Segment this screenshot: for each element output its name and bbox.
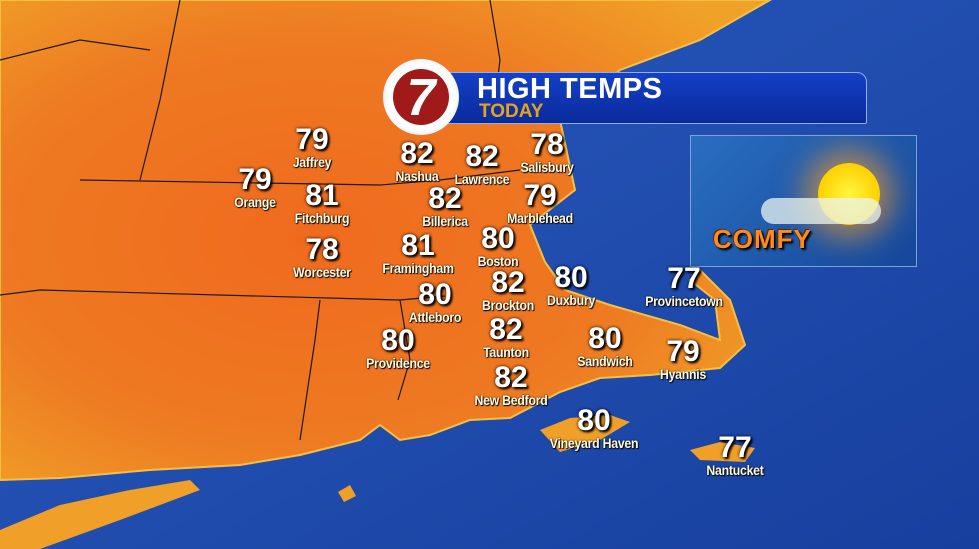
city-name: Attleboro xyxy=(408,309,462,325)
city-name: Billerica xyxy=(422,213,468,229)
city-temp: 80 xyxy=(418,278,452,311)
city-name: Providence xyxy=(366,355,430,371)
city-marker: 82 Lawrence xyxy=(451,140,513,188)
city-temp: 82 xyxy=(400,137,434,170)
city-marker: 82 Brockton xyxy=(478,266,537,314)
city-name: Jaffrey xyxy=(292,154,332,170)
long-island xyxy=(0,480,200,549)
city-marker: 80 Attleboro xyxy=(405,278,465,326)
city-marker: 80 Boston xyxy=(475,222,521,270)
city-temp: 82 xyxy=(489,313,523,346)
state-borders xyxy=(0,0,521,441)
city-name: Taunton xyxy=(483,344,529,360)
title-banner: HIGH TEMPS TODAY xyxy=(430,72,867,124)
city-name: New Bedford xyxy=(474,392,548,408)
city-name: Marblehead xyxy=(507,210,573,226)
city-name: Boston xyxy=(477,253,519,269)
city-name: Duxbury xyxy=(546,292,596,308)
channel-7-logo: 7 xyxy=(383,59,459,135)
city-temp: 82 xyxy=(491,266,525,299)
city-temp: 78 xyxy=(305,233,339,266)
city-marker: 82 New Bedford xyxy=(469,361,552,409)
city-name: Nantucket xyxy=(706,462,764,478)
marthas-vineyard xyxy=(540,415,630,452)
cloud-icon xyxy=(761,198,881,224)
city-marker: 80 Providence xyxy=(362,324,434,372)
city-marker: 77 Provincetown xyxy=(640,262,728,310)
city-marker: 81 Framingham xyxy=(377,229,458,277)
banner-subtitle: TODAY xyxy=(479,101,544,122)
city-name: Orange xyxy=(234,194,276,210)
city-name: Worcester xyxy=(293,264,351,280)
city-temp: 80 xyxy=(588,322,622,355)
city-temp: 82 xyxy=(465,140,499,173)
condition-label: COMFY xyxy=(713,224,812,254)
city-temp: 80 xyxy=(577,404,611,437)
block-island xyxy=(338,485,356,502)
city-temp: 79 xyxy=(523,179,557,212)
city-marker: 82 Nashua xyxy=(393,137,442,185)
condition-panel: COMFY xyxy=(690,135,917,267)
city-marker: 79 Orange xyxy=(231,163,278,211)
city-temp: 80 xyxy=(481,222,515,255)
city-marker: 80 Duxbury xyxy=(544,261,599,309)
city-name: Provincetown xyxy=(645,293,723,309)
city-name: Vineyard Haven xyxy=(549,435,639,451)
mainland xyxy=(0,0,773,482)
city-marker: 79 Hyannis xyxy=(657,335,709,383)
city-name: Salisbury xyxy=(520,159,574,175)
city-marker: 82 Taunton xyxy=(480,313,532,361)
city-name: Sandwich xyxy=(577,353,633,369)
nantucket xyxy=(690,442,755,462)
city-marker: 81 Fitchburg xyxy=(291,179,353,227)
city-temp: 78 xyxy=(530,128,564,161)
city-marker: 79 Jaffrey xyxy=(290,123,334,171)
city-marker: 78 Salisbury xyxy=(517,128,577,176)
city-marker: 82 Billerica xyxy=(419,182,471,230)
city-name: Hyannis xyxy=(659,366,707,382)
city-temp: 79 xyxy=(666,335,700,368)
city-marker: 77 Nantucket xyxy=(703,431,768,479)
city-temp: 82 xyxy=(494,361,528,394)
city-temp: 81 xyxy=(305,179,339,212)
city-name: Brockton xyxy=(482,297,534,313)
city-temp: 80 xyxy=(381,324,415,357)
city-name: Lawrence xyxy=(454,171,510,187)
city-marker: 78 Worcester xyxy=(289,233,355,281)
city-temp: 79 xyxy=(238,163,272,196)
city-temp: 79 xyxy=(295,123,329,156)
city-temp: 82 xyxy=(428,182,462,215)
city-name: Nashua xyxy=(395,168,439,184)
city-marker: 79 Marblehead xyxy=(503,179,578,227)
city-marker: 80 Vineyard Haven xyxy=(544,404,645,452)
city-name: Framingham xyxy=(382,260,454,276)
city-temp: 77 xyxy=(718,431,752,464)
banner-title: HIGH TEMPS xyxy=(477,73,663,105)
city-marker: 80 Sandwich xyxy=(574,322,637,370)
city-temp: 80 xyxy=(554,261,588,294)
city-name: Fitchburg xyxy=(294,210,350,226)
city-temp: 77 xyxy=(667,262,701,295)
city-temp: 81 xyxy=(401,229,435,262)
